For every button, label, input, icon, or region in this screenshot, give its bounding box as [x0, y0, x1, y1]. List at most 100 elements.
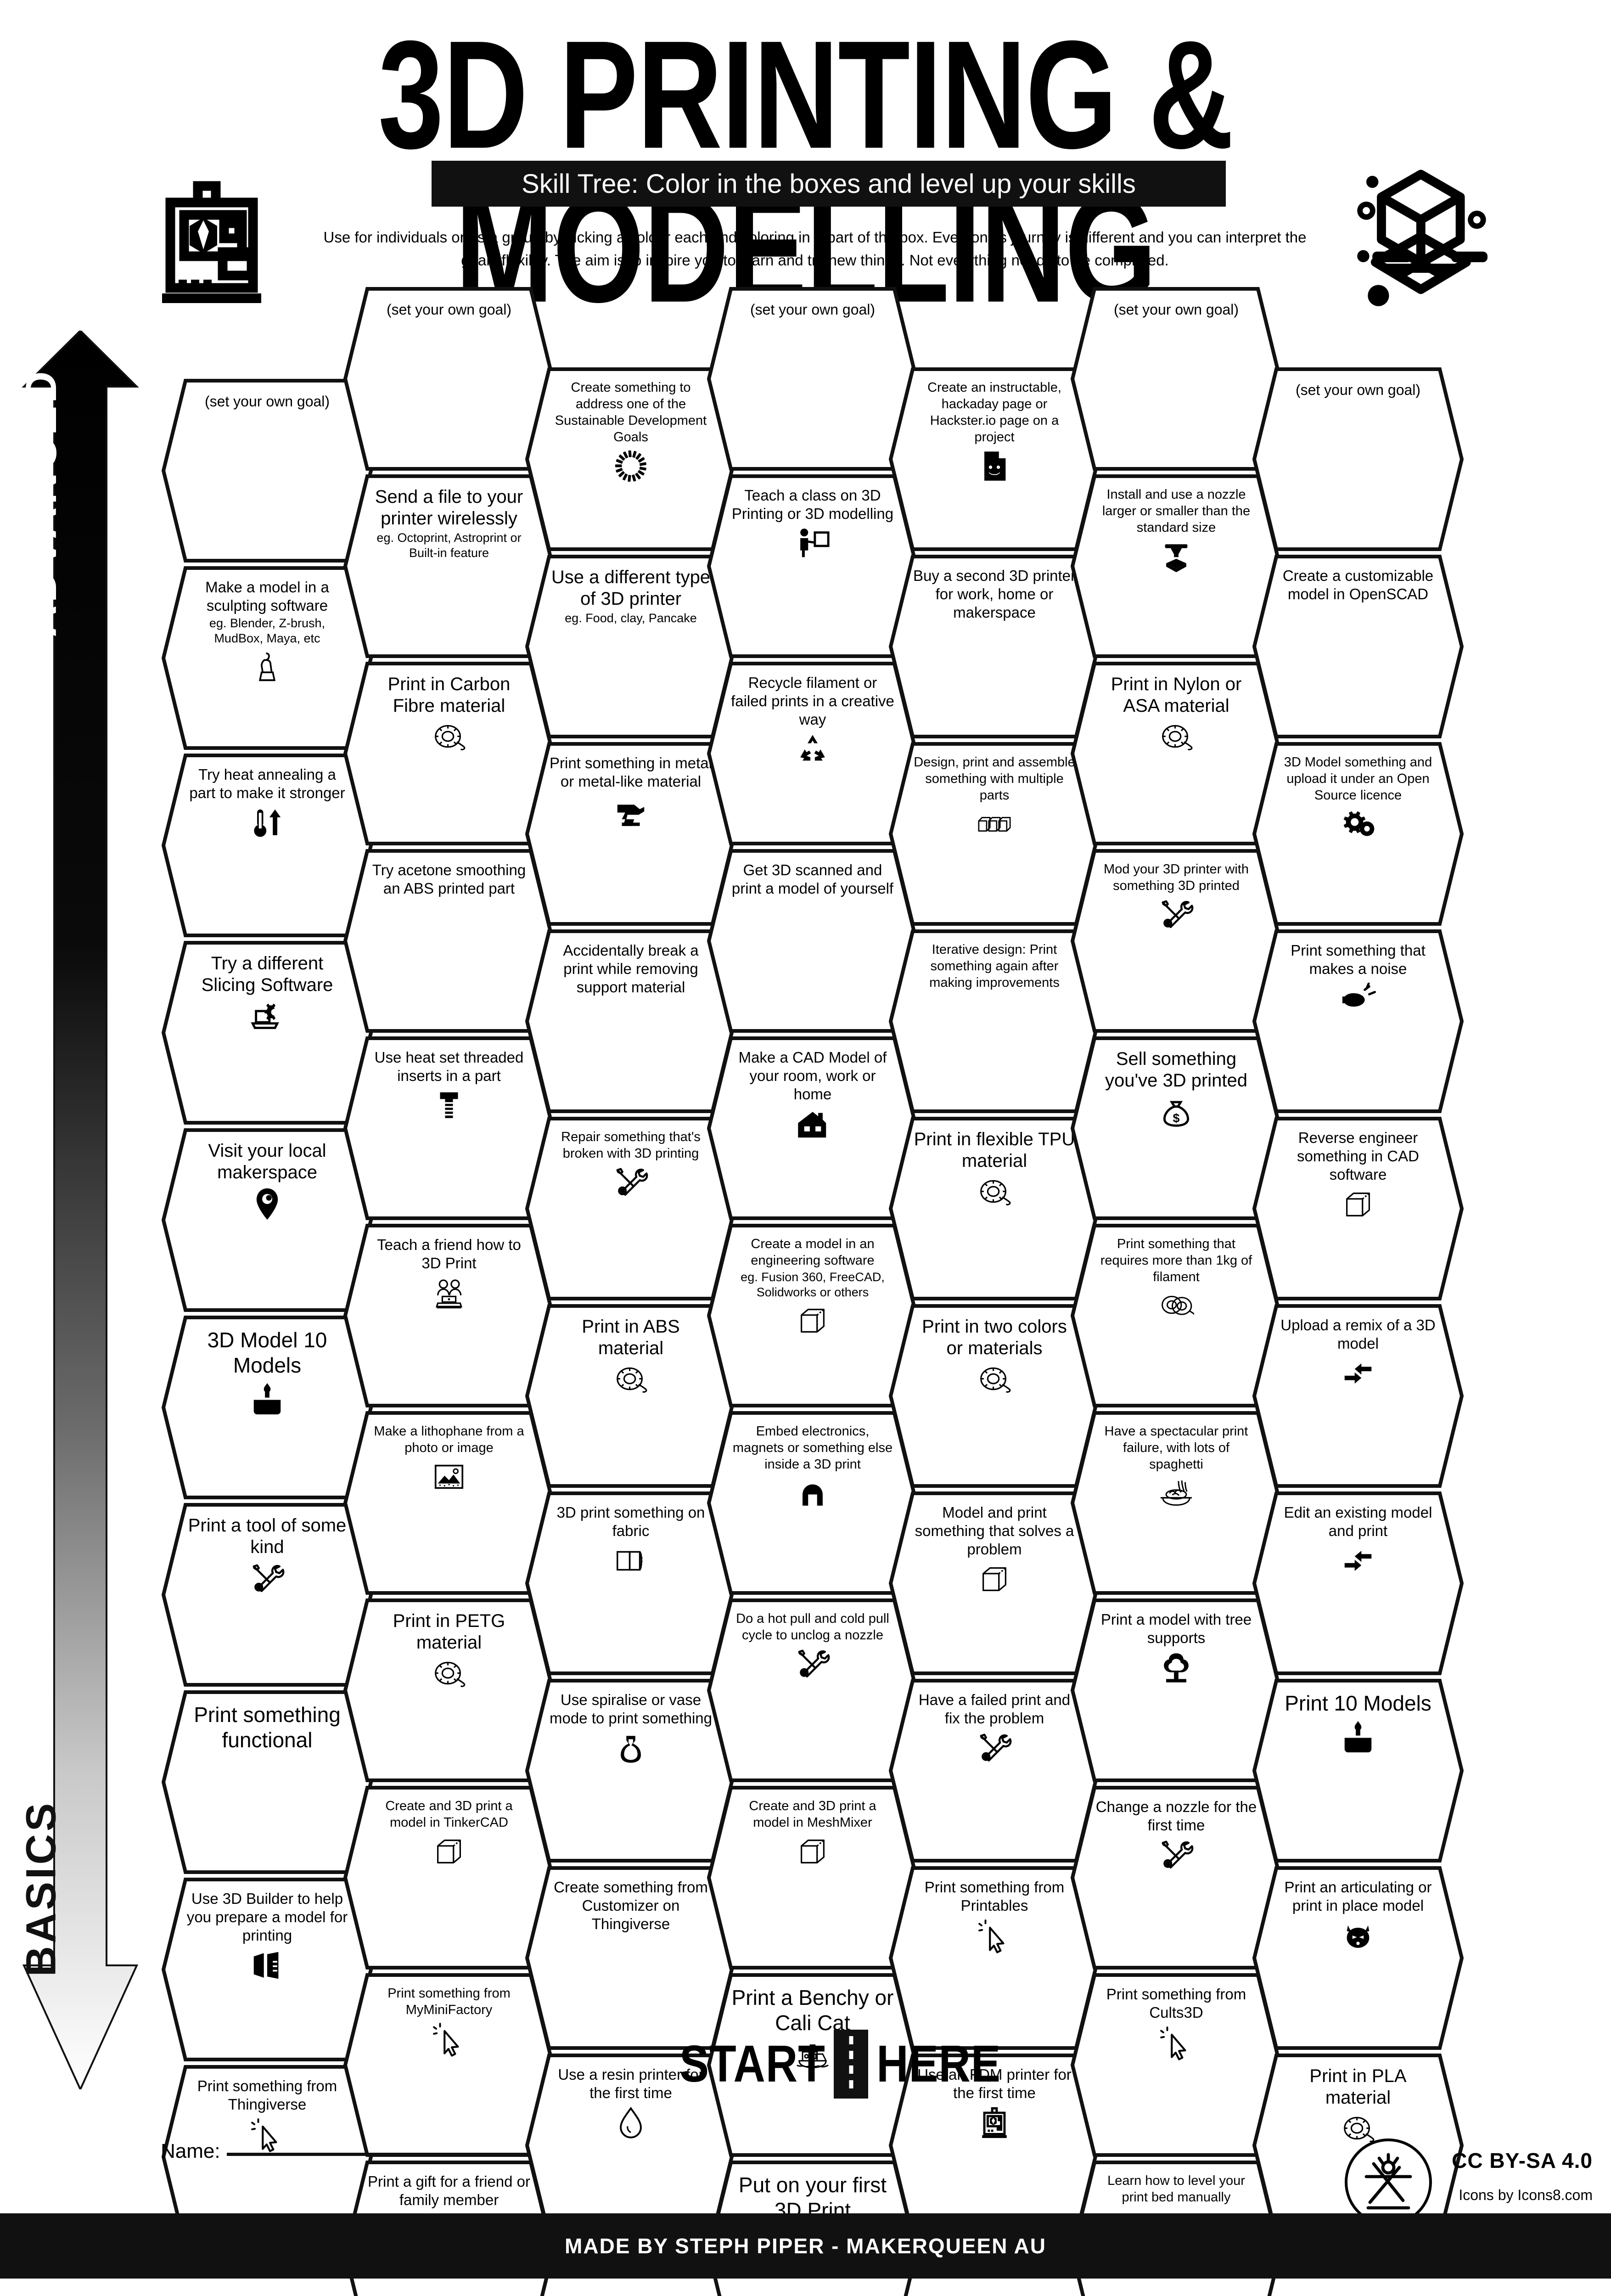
skill-hex[interactable]: Model and print something that solves a … — [889, 1491, 1100, 1675]
skill-hex[interactable]: Print something from Printables — [889, 1866, 1100, 2050]
skill-hex[interactable]: Print in ABS material — [525, 1304, 736, 1488]
skill-title: Sell something you've 3D printed — [1105, 1049, 1248, 1091]
hexagon-outline — [1252, 1117, 1464, 1300]
skill-hex[interactable]: Print something that requires more than … — [1071, 1224, 1282, 1407]
skill-hex[interactable]: Have a spectacular print failure, with l… — [1071, 1411, 1282, 1595]
skill-hex[interactable]: Make a lithophane from a photo or image — [343, 1411, 555, 1595]
skill-hex[interactable]: Teach a class on 3D Printing or 3D model… — [707, 474, 918, 658]
skill-hex[interactable]: Try a different Slicing Software — [162, 941, 373, 1125]
icons-credit-text: Icons by Icons8.com — [1459, 2187, 1593, 2203]
skill-hex[interactable]: Try acetone smoothing an ABS printed par… — [343, 849, 555, 1033]
skill-hex[interactable]: Use heat set threaded inserts in a part — [343, 1036, 555, 1220]
skill-hex[interactable]: Recycle filament or failed prints in a c… — [707, 662, 918, 845]
hexagon-outline — [1252, 1679, 1464, 1863]
statue-icon — [185, 649, 349, 685]
skill-hex[interactable]: Repair something that's broken with 3D p… — [525, 1117, 736, 1300]
skill-hex[interactable]: Use a different type of 3D printer eg. Fo… — [525, 555, 736, 738]
spaghetti-icon — [1095, 1475, 1258, 1511]
filament-spool-icon — [367, 720, 531, 755]
skill-hex[interactable]: (set your own goal) — [162, 379, 373, 563]
skill-hex[interactable]: Use spiralise or vase mode to print some… — [525, 1679, 736, 1863]
skill-hex[interactable]: Sell something you've 3D printed $ — [1071, 1036, 1282, 1220]
skill-title: Get 3D scanned and print a model of your… — [731, 861, 894, 897]
skill-title: Accidentally break a print while removin… — [563, 942, 699, 996]
skill-hex[interactable]: Print in two colors or materials — [889, 1304, 1100, 1488]
skill-hex[interactable]: Create an instructable, hackaday page or… — [889, 367, 1100, 551]
skill-title: Print something from Thingiverse — [197, 2077, 337, 2113]
skill-hex[interactable]: Print something from Cults3D — [1071, 1973, 1282, 2157]
skill-hex[interactable]: Create something from Customizer on Thin… — [525, 1866, 736, 2050]
skill-hex[interactable]: 3D Model 10 Models — [162, 1316, 373, 1499]
skill-hex[interactable]: Send a file to your printer wirelessly eg… — [343, 474, 555, 658]
skill-title: Change a nozzle for the first time — [1095, 1798, 1257, 1834]
skill-hex[interactable]: Create a customizable model in OpenSCAD — [1252, 555, 1464, 738]
skill-title: 3D Model something and upload it under a… — [1284, 755, 1432, 803]
skill-title: Print something from Printables — [924, 1879, 1065, 1914]
skill-hex[interactable]: (set your own goal) — [1071, 287, 1282, 471]
skill-hex[interactable]: Print something in metal or metal-like m… — [525, 742, 736, 926]
skill-hex[interactable]: Embed electronics, magnets or something … — [707, 1411, 918, 1595]
skill-hex[interactable]: Reverse engineer something in CAD softwa… — [1252, 1117, 1464, 1300]
skill-hex[interactable]: Upload a remix of a 3D model — [1252, 1304, 1464, 1488]
skill-hex[interactable]: Create and 3D print a model in MeshMixer — [707, 1786, 918, 1970]
skill-hex[interactable]: Print in PETG material — [343, 1598, 555, 1782]
skill-title: Make a model in a sculpting software — [205, 579, 329, 614]
skill-hex[interactable]: Change a nozzle for the first time — [1071, 1786, 1282, 1970]
skill-hex[interactable]: Get 3D scanned and print a model of your… — [707, 849, 918, 1033]
skill-hex[interactable]: Accidentally break a print while removin… — [525, 929, 736, 1113]
skill-title: Buy a second 3D printer for work, home o… — [913, 567, 1076, 621]
filament-spool-icon — [549, 1362, 713, 1398]
skill-title: Create and 3D print a model in MeshMixer — [749, 1799, 876, 1830]
skill-hex[interactable]: Install and use a nozzle larger or small… — [1071, 474, 1282, 658]
skill-hex[interactable]: Edit an existing model and print — [1252, 1491, 1464, 1675]
skill-hex[interactable]: (set your own goal) — [707, 287, 918, 471]
remix-arrows-icon — [1276, 1356, 1440, 1391]
skill-hex[interactable]: Print a model with tree supports — [1071, 1598, 1282, 1782]
skill-title: (set your own goal) — [1113, 301, 1239, 318]
gears-icon — [1276, 806, 1440, 842]
skill-hex[interactable]: Print something from MyMiniFactory — [343, 1973, 555, 2157]
skill-hex[interactable]: Print an articulating or print in place … — [1252, 1866, 1464, 2050]
fabric-icon — [549, 1543, 713, 1579]
skill-title: Edit an existing model and print — [1284, 1504, 1432, 1539]
skill-hex[interactable]: Print in PLA material — [1252, 2054, 1464, 2237]
skill-hex[interactable]: Have a failed print and fix the problem — [889, 1679, 1100, 1863]
skill-hex[interactable]: Do a hot pull and cold pull cycle to unc… — [707, 1598, 918, 1782]
skill-hex[interactable]: (set your own goal) — [1252, 367, 1464, 551]
road-icon — [833, 2030, 869, 2099]
skill-title: Make a lithophane from a photo or image — [374, 1424, 524, 1455]
skill-title: (set your own goal) — [204, 393, 330, 410]
skill-hex[interactable]: Create and 3D print a model in TinkerCAD — [343, 1786, 555, 1970]
skill-hex[interactable]: Print something functional — [162, 1690, 373, 1874]
filament-spool-icon — [1095, 720, 1258, 755]
skill-hex[interactable]: Print in flexible TPU material — [889, 1117, 1100, 1300]
skill-title: (set your own goal) — [386, 301, 512, 318]
tools-icon — [549, 1165, 713, 1200]
skill-hex[interactable]: Use 3D Builder to help you prepare a mod… — [162, 1878, 373, 2061]
skill-hex[interactable]: Make a model in a sculpting software eg. … — [162, 566, 373, 750]
skill-subtitle: eg. Octoprint, Astroprint or Built-in fe… — [376, 531, 522, 560]
skill-hex[interactable]: (set your own goal) — [343, 287, 555, 471]
skill-hex[interactable]: Teach a friend how to 3D Print — [343, 1224, 555, 1407]
skill-hex[interactable]: Create something to address one of the S… — [525, 367, 736, 551]
skill-hex[interactable]: Mod your 3D printer with something 3D pr… — [1071, 849, 1282, 1033]
skill-hex[interactable]: Print 10 Models — [1252, 1679, 1464, 1863]
skill-hex[interactable]: Design, print and assemble something wit… — [889, 742, 1100, 926]
skill-hex[interactable]: 3D Model something and upload it under a… — [1252, 742, 1464, 926]
skill-hex[interactable]: Buy a second 3D printer for work, home o… — [889, 555, 1100, 738]
skill-hex[interactable]: 3D print something on fabric — [525, 1491, 736, 1675]
skill-hex[interactable]: Print a tool of some kind — [162, 1503, 373, 1687]
skill-hex[interactable]: Make a CAD Model of your room, work or h… — [707, 1036, 918, 1220]
skill-hex[interactable]: Try heat annealing a part to make it str… — [162, 754, 373, 937]
map-pin-icon — [185, 1186, 349, 1222]
skill-hex[interactable]: Print in Nylon or ASA material — [1071, 662, 1282, 845]
skill-hex[interactable]: Print in Carbon Fibre material — [343, 662, 555, 845]
name-input-rule[interactable] — [226, 2153, 530, 2156]
skill-hex[interactable]: Iterative design: Print something again … — [889, 929, 1100, 1113]
skill-hex[interactable]: Visit your local makerspace — [162, 1128, 373, 1312]
skill-title: (set your own goal) — [1295, 382, 1421, 398]
skill-hex[interactable]: Print something that makes a noise — [1252, 929, 1464, 1113]
name-field[interactable]: Name: — [161, 2140, 530, 2163]
skill-hex[interactable]: Create a model in an engineering softwar… — [707, 1224, 918, 1407]
